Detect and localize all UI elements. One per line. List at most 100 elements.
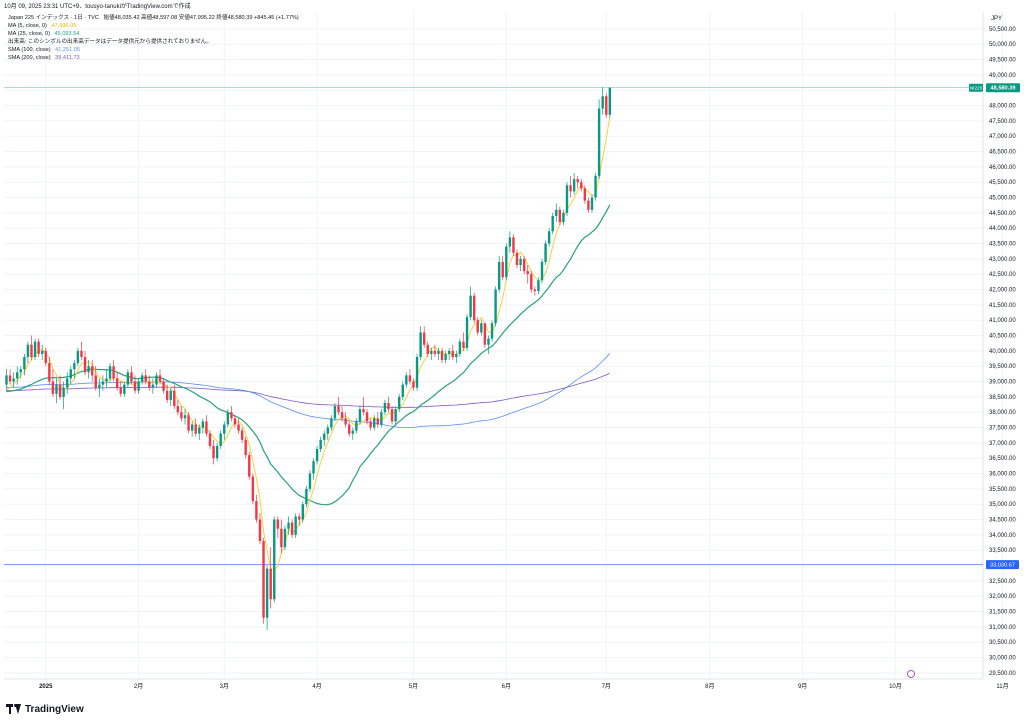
- y-tick-label: 50,000.00: [989, 42, 1016, 48]
- candle-body: [308, 473, 312, 489]
- candle-body: [405, 375, 408, 385]
- candle-body: [187, 415, 190, 431]
- candle-body: [576, 179, 579, 183]
- candle-body: [276, 519, 280, 529]
- footer: TradingView: [0, 700, 1024, 720]
- candle-body: [501, 261, 504, 278]
- candle-body: [69, 369, 72, 379]
- candle-body: [505, 246, 508, 278]
- ma5-line: [6, 116, 611, 570]
- candle-body: [555, 209, 558, 216]
- candle-body: [294, 516, 297, 535]
- candle-body: [398, 396, 401, 410]
- indicator-ma5[interactable]: MA (5, close, 0) 47,996.05: [8, 22, 299, 30]
- candle-body: [412, 381, 415, 388]
- candle-body: [469, 295, 472, 318]
- candle-body: [258, 519, 262, 541]
- x-tick-label: 4月: [312, 683, 321, 690]
- y-tick-label: 46,500.00: [989, 150, 1016, 156]
- indicator-label: 出来高: このシンボルの出来高データはデータ提供元から提供されておりません。: [8, 39, 212, 45]
- candle-body: [376, 418, 379, 425]
- candle-body: [483, 323, 487, 345]
- candle-body: [16, 372, 19, 379]
- candle-body: [526, 271, 529, 275]
- candle-body: [90, 366, 94, 376]
- y-tick-label: 44,500.00: [989, 211, 1016, 217]
- candle-body: [433, 350, 437, 354]
- candle-body: [512, 237, 515, 253]
- price-chart[interactable]: 29,500.00 30,000.00 30,500.00 31,000.00 31,5…: [0, 0, 1024, 700]
- sma200-line: [6, 373, 610, 408]
- candle-body: [8, 375, 12, 382]
- event-marker-icon: [907, 670, 915, 678]
- candle-body: [140, 375, 144, 382]
- indicator-sma200[interactable]: SMA (200, close) 39,411.73: [8, 54, 299, 62]
- candle-body: [87, 366, 90, 373]
- candle-body: [315, 449, 319, 462]
- candle-body: [290, 522, 294, 535]
- candle-body: [348, 424, 351, 434]
- candle-body: [497, 261, 501, 290]
- candle-body: [476, 320, 479, 333]
- candle-body: [355, 421, 358, 431]
- candle-body: [198, 427, 201, 434]
- candle-body: [540, 261, 544, 281]
- candle-body: [230, 412, 233, 419]
- indicator-sma100[interactable]: SMA (100, close) 41,251.05: [8, 46, 299, 54]
- x-tick-label: 2025: [39, 684, 53, 690]
- candle-body: [562, 212, 565, 223]
- candle-body: [58, 384, 62, 397]
- candle-body: [244, 439, 247, 456]
- candle-body: [551, 215, 554, 232]
- candle-body: [105, 378, 108, 382]
- tradingview-logo[interactable]: TradingView: [6, 702, 84, 716]
- y-tick-label: 32,000.00: [989, 594, 1016, 600]
- candle-body: [572, 179, 576, 192]
- y-tick-label: 33,500.00: [989, 548, 1016, 554]
- candle-body: [344, 418, 347, 425]
- candle-body: [326, 427, 329, 434]
- candle-body: [83, 357, 87, 373]
- y-tick-label: 37,500.00: [989, 426, 1016, 432]
- candle-body: [337, 406, 340, 413]
- candle-body: [597, 108, 601, 177]
- candle-body: [33, 341, 37, 357]
- candle-body: [522, 258, 526, 272]
- y-tick-label: 42,000.00: [989, 288, 1016, 294]
- candle-body: [269, 568, 272, 600]
- candle-body: [55, 384, 58, 394]
- y-tick-label: 42,500.00: [989, 272, 1016, 278]
- indicator-ma25[interactable]: MA (25, close, 0) 45,093.54: [8, 30, 299, 38]
- y-tick-label: 36,000.00: [989, 472, 1016, 478]
- x-tick-label: 2月: [134, 683, 143, 690]
- candle-body: [430, 350, 433, 354]
- candle-body: [472, 295, 476, 321]
- candle-body: [490, 323, 494, 339]
- tradingview-logo-icon: [6, 704, 22, 714]
- x-tick-label: 11月: [996, 683, 1008, 690]
- candle-body: [533, 289, 537, 292]
- candle-body: [301, 504, 305, 520]
- candle-body: [262, 541, 265, 618]
- x-tick-label: 10月: [889, 683, 902, 690]
- candle-body: [508, 237, 512, 247]
- candle-body: [176, 406, 180, 413]
- candle-body: [323, 433, 326, 440]
- y-tick-label: 30,500.00: [989, 640, 1016, 646]
- horizontal-line-price-label: 33,030.67: [990, 563, 1015, 569]
- indicator-label: SMA (100, close): [8, 47, 51, 53]
- y-tick-label: 40,000.00: [989, 349, 1016, 355]
- y-tick-label: 34,000.00: [989, 533, 1016, 539]
- candle-body: [587, 200, 590, 210]
- candle-body: [226, 412, 230, 425]
- indicator-volume[interactable]: 出来高: このシンボルの出来高データはデータ提供元から提供されておりません。: [8, 38, 299, 46]
- candle-body: [183, 415, 187, 419]
- candle-body: [451, 350, 454, 357]
- candle-body: [440, 350, 444, 361]
- candle-body: [569, 185, 572, 192]
- symbol-tag: [969, 83, 983, 92]
- candle-body: [162, 381, 165, 391]
- candle-body: [340, 412, 344, 419]
- legend-title-row: Japan 225 インデックス · 1日 · TVC 始値48,035.42 …: [8, 14, 299, 22]
- indicator-label: SMA (200, close): [8, 55, 51, 61]
